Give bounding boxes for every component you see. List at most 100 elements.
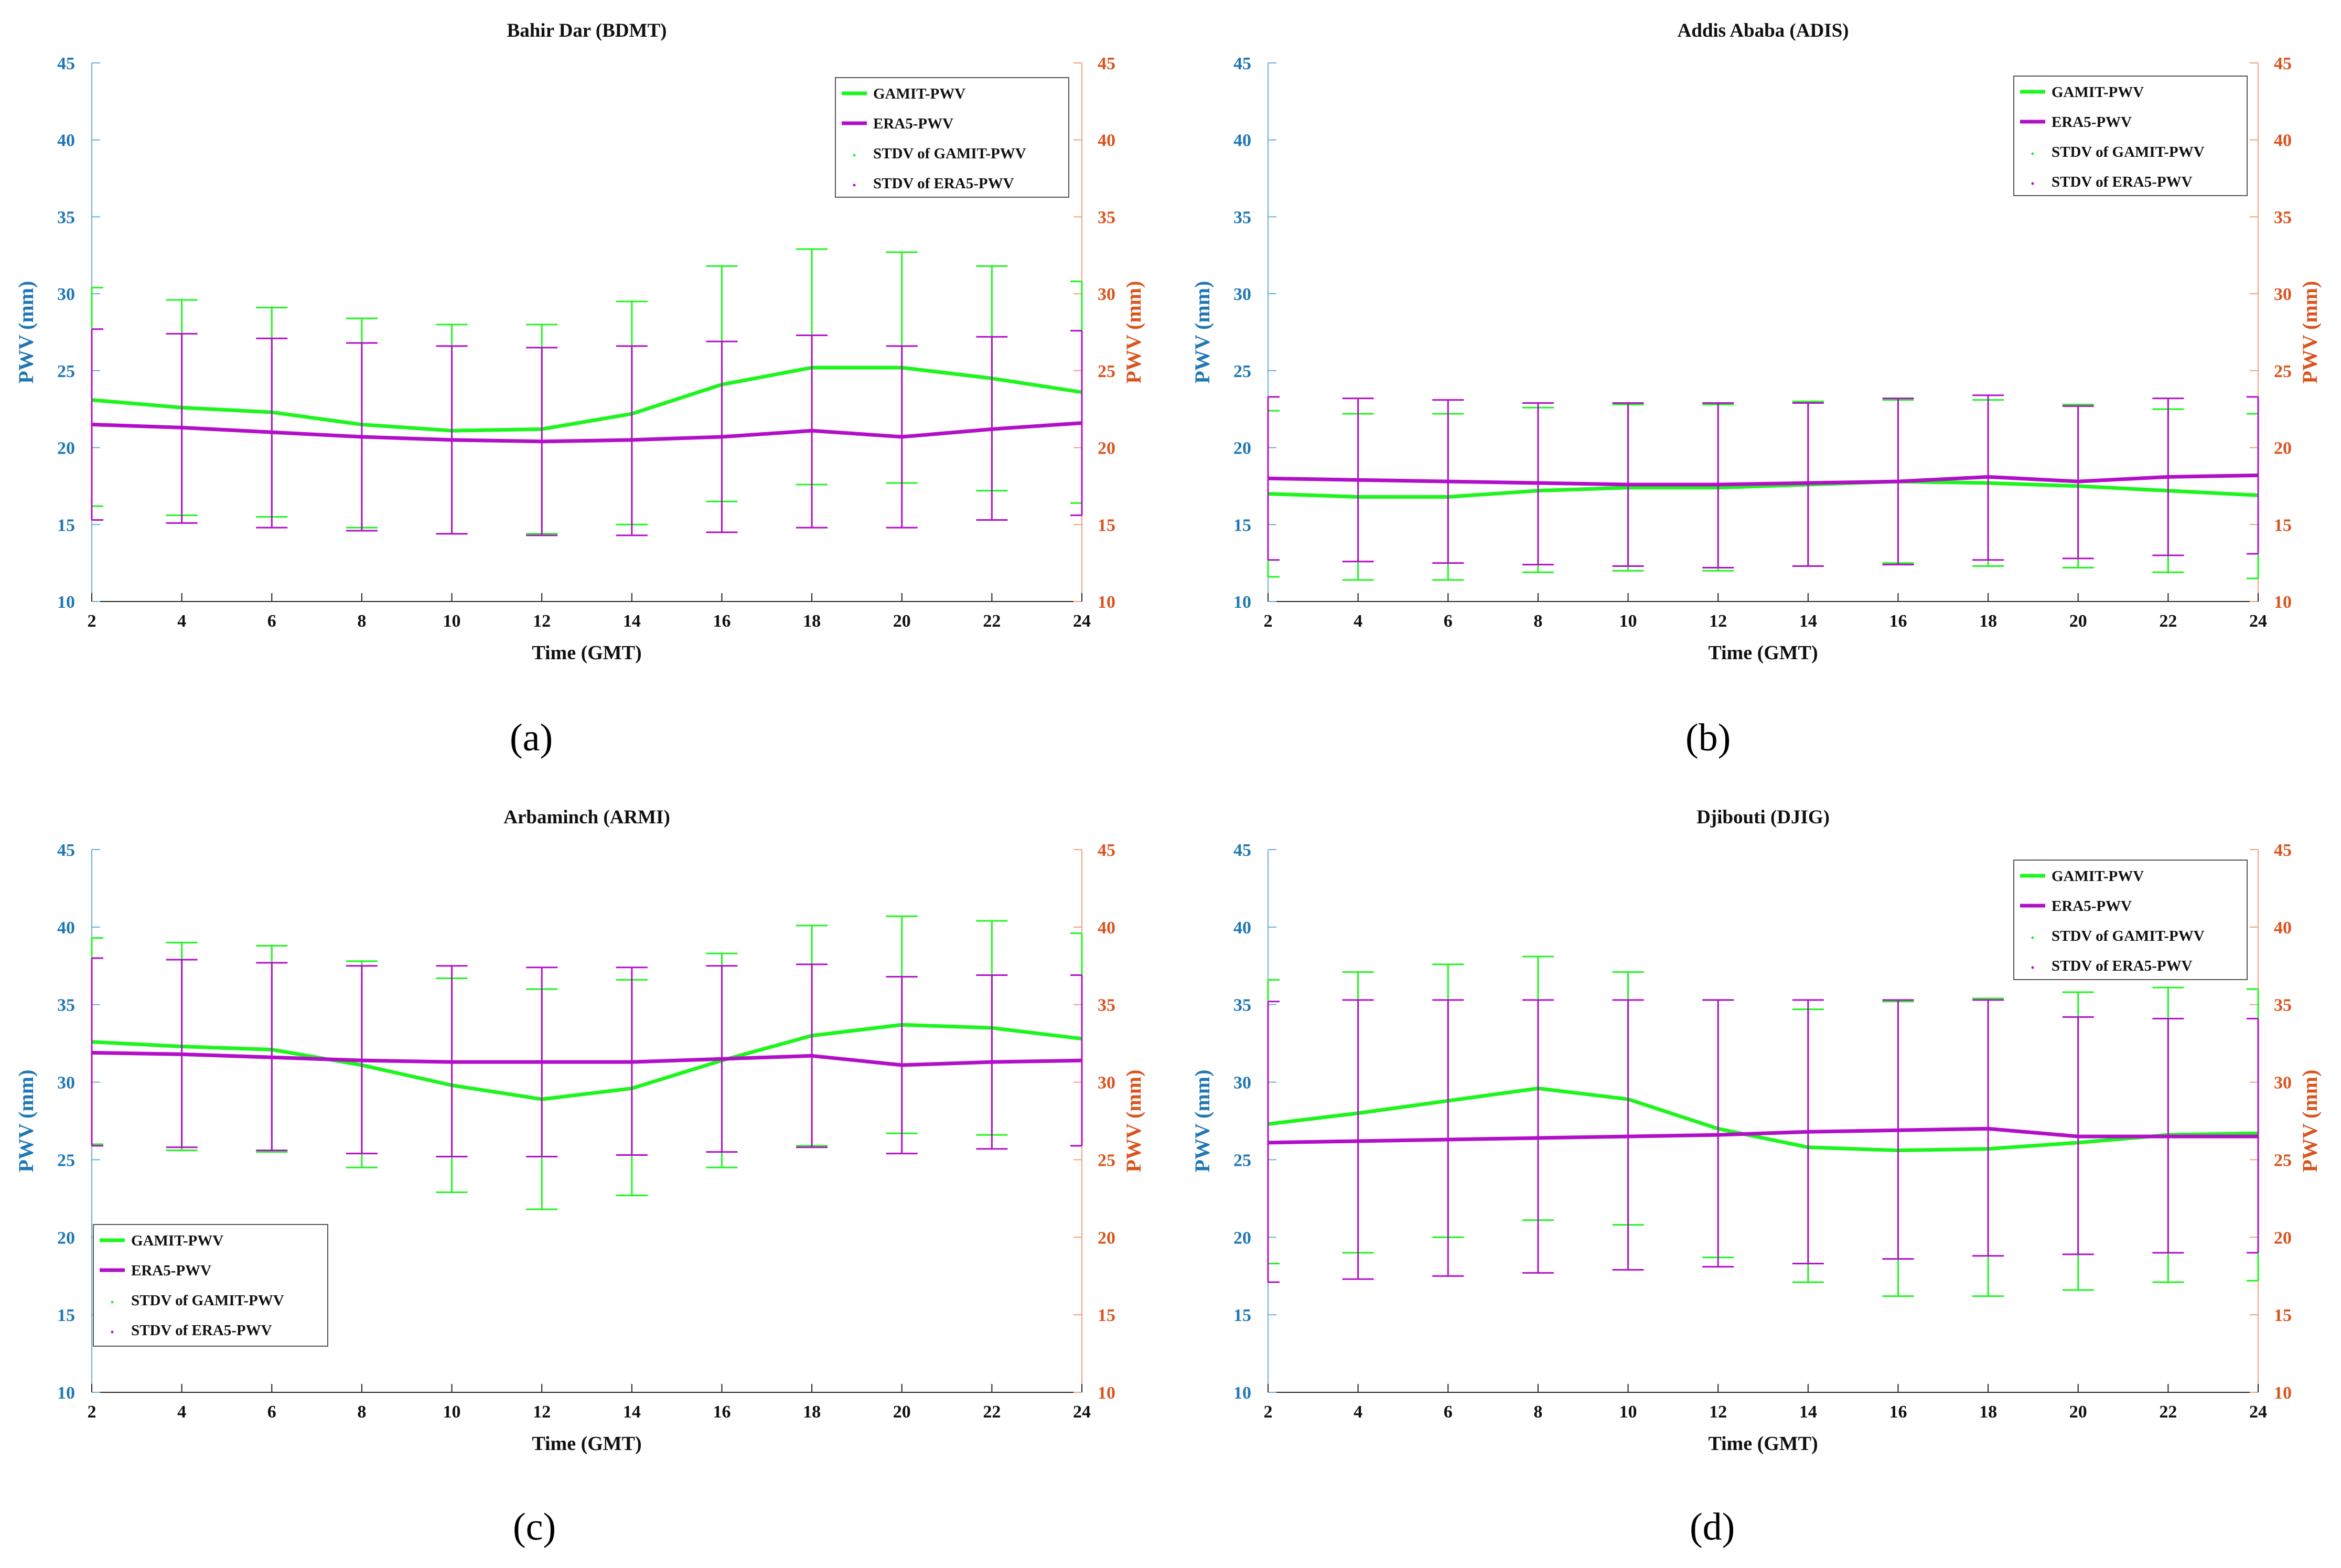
legend-label: STDV of ERA5-PWV <box>873 175 1014 192</box>
legend-swatch-gamit-stdv <box>2031 936 2034 939</box>
x-tick-label: 16 <box>1889 1402 1907 1422</box>
right-y-tick-label: 25 <box>1098 362 1115 381</box>
left-y-tick-label: 30 <box>1233 1073 1251 1093</box>
gamit-series-line <box>91 366 1082 433</box>
right-y-tick-label: 10 <box>2274 593 2292 612</box>
left-y-tick-label: 25 <box>57 1151 75 1170</box>
era5-series-line <box>1268 473 2259 487</box>
x-tick-label: 14 <box>623 611 641 631</box>
left-y-tick-label: 35 <box>57 996 75 1015</box>
x-tick-label: 16 <box>713 611 731 631</box>
x-tick-label: 14 <box>623 1402 641 1422</box>
x-tick-label: 4 <box>1354 611 1362 631</box>
right-y-tick-label: 15 <box>1098 515 1115 535</box>
x-tick-label: 10 <box>443 1402 461 1422</box>
right-y-tick-label: 40 <box>2274 918 2292 938</box>
x-axis-label: Time (GMT) <box>1708 1433 1818 1455</box>
x-tick-label: 12 <box>1709 1402 1727 1422</box>
left-y-tick-label: 20 <box>57 439 75 458</box>
right-y-axis-label: PWV (mm) <box>1122 1070 1145 1173</box>
right-y-tick-label: 45 <box>1098 841 1115 860</box>
x-tick-label: 2 <box>88 611 96 631</box>
x-tick-label: 20 <box>2069 1402 2087 1422</box>
legend-swatch-gamit-stdv <box>853 154 856 157</box>
chart-title: Arbaminch (ARMI) <box>503 807 670 828</box>
right-y-axis-label: PWV (mm) <box>1122 281 1145 384</box>
legend: GAMIT-PWV ERA5-PWV STDV of GAMIT-PWV STDV o… <box>93 1224 328 1347</box>
x-tick-label: 18 <box>1979 611 1997 631</box>
chart-title: Bahir Dar (BDMT) <box>507 20 667 41</box>
legend-label: STDV of ERA5-PWV <box>2052 958 2193 974</box>
legend-swatch-era5-stdv <box>2031 182 2034 185</box>
x-tick-label: 10 <box>1619 1402 1637 1422</box>
right-y-tick-label: 35 <box>2274 996 2292 1015</box>
legend-box <box>835 77 1069 198</box>
right-y-tick-label: 35 <box>1098 208 1115 227</box>
left-y-tick-label: 10 <box>57 593 75 612</box>
left-y-tick-label: 30 <box>1233 285 1251 304</box>
x-tick-label: 14 <box>1799 1402 1817 1422</box>
x-tick-label: 22 <box>983 611 1001 631</box>
x-tick-label: 4 <box>177 1402 186 1422</box>
gamit-series-line <box>91 1023 1082 1101</box>
right-y-tick-label: 45 <box>2274 841 2292 860</box>
left-y-tick-label: 20 <box>1233 439 1251 458</box>
left-y-tick-label: 15 <box>57 515 75 535</box>
left-y-tick-label: 35 <box>57 208 75 227</box>
era5-series-line <box>91 421 1082 444</box>
legend-swatch-era5-stdv <box>111 1330 114 1334</box>
left-y-tick-label: 20 <box>57 1228 75 1248</box>
x-tick-label: 22 <box>2159 1402 2177 1422</box>
legend-box <box>93 1224 328 1347</box>
right-y-tick-label: 25 <box>2274 362 2292 381</box>
x-tick-label: 12 <box>533 611 551 631</box>
left-y-axis-label: PWV (mm) <box>1190 281 1214 384</box>
left-y-tick-label: 15 <box>1233 1306 1251 1325</box>
legend-swatch-gamit-stdv <box>111 1301 114 1304</box>
legend-label: STDV of ERA5-PWV <box>131 1322 272 1339</box>
left-y-axis-label: PWV (mm) <box>14 281 38 384</box>
x-tick-label: 24 <box>2249 1402 2267 1422</box>
right-y-tick-label: 20 <box>1098 439 1115 458</box>
caption-c: (c) <box>513 1506 556 1549</box>
gamit-series-line <box>1268 479 2259 499</box>
x-tick-label: 4 <box>177 611 186 631</box>
x-tick-label: 6 <box>267 611 276 631</box>
left-y-tick-label: 30 <box>57 285 75 304</box>
left-y-axis-label: PWV (mm) <box>14 1070 38 1173</box>
x-tick-label: 10 <box>443 611 461 631</box>
right-y-axis-label: PWV (mm) <box>2298 281 2322 384</box>
right-y-tick-label: 10 <box>2274 1383 2292 1403</box>
right-y-tick-label: 35 <box>2274 208 2292 227</box>
legend-label: ERA5-PWV <box>2052 898 2132 915</box>
x-tick-label: 24 <box>2249 611 2267 631</box>
left-y-tick-label: 15 <box>1233 515 1251 535</box>
legend-label: STDV of GAMIT-PWV <box>873 145 1026 162</box>
x-tick-label: 18 <box>1979 1402 1997 1422</box>
x-tick-label: 8 <box>357 1402 366 1422</box>
right-y-tick-label: 30 <box>1098 1073 1115 1093</box>
x-tick-label: 18 <box>803 1402 821 1422</box>
left-y-tick-label: 35 <box>1233 208 1251 227</box>
left-y-tick-label: 40 <box>57 131 75 151</box>
era5-series-line <box>1268 1126 2258 1145</box>
right-y-axis-label: PWV (mm) <box>2298 1070 2322 1173</box>
caption-b: (b) <box>1685 716 1731 759</box>
era5-series-line <box>91 1050 1082 1067</box>
legend-box <box>2013 76 2248 196</box>
right-y-tick-label: 30 <box>2274 285 2292 304</box>
x-tick-label: 24 <box>1073 611 1091 631</box>
x-tick-label: 22 <box>983 1402 1001 1422</box>
right-y-tick-label: 10 <box>1098 1383 1115 1403</box>
legend-swatch-era5-stdv <box>2031 966 2034 969</box>
left-y-tick-label: 40 <box>1233 918 1251 938</box>
legend-label: GAMIT-PWV <box>873 85 965 102</box>
x-tick-label: 12 <box>1709 611 1727 631</box>
x-tick-label: 8 <box>1533 1402 1542 1422</box>
x-tick-label: 6 <box>267 1402 276 1422</box>
left-y-tick-label: 10 <box>1233 593 1251 612</box>
x-tick-label: 14 <box>1799 611 1817 631</box>
